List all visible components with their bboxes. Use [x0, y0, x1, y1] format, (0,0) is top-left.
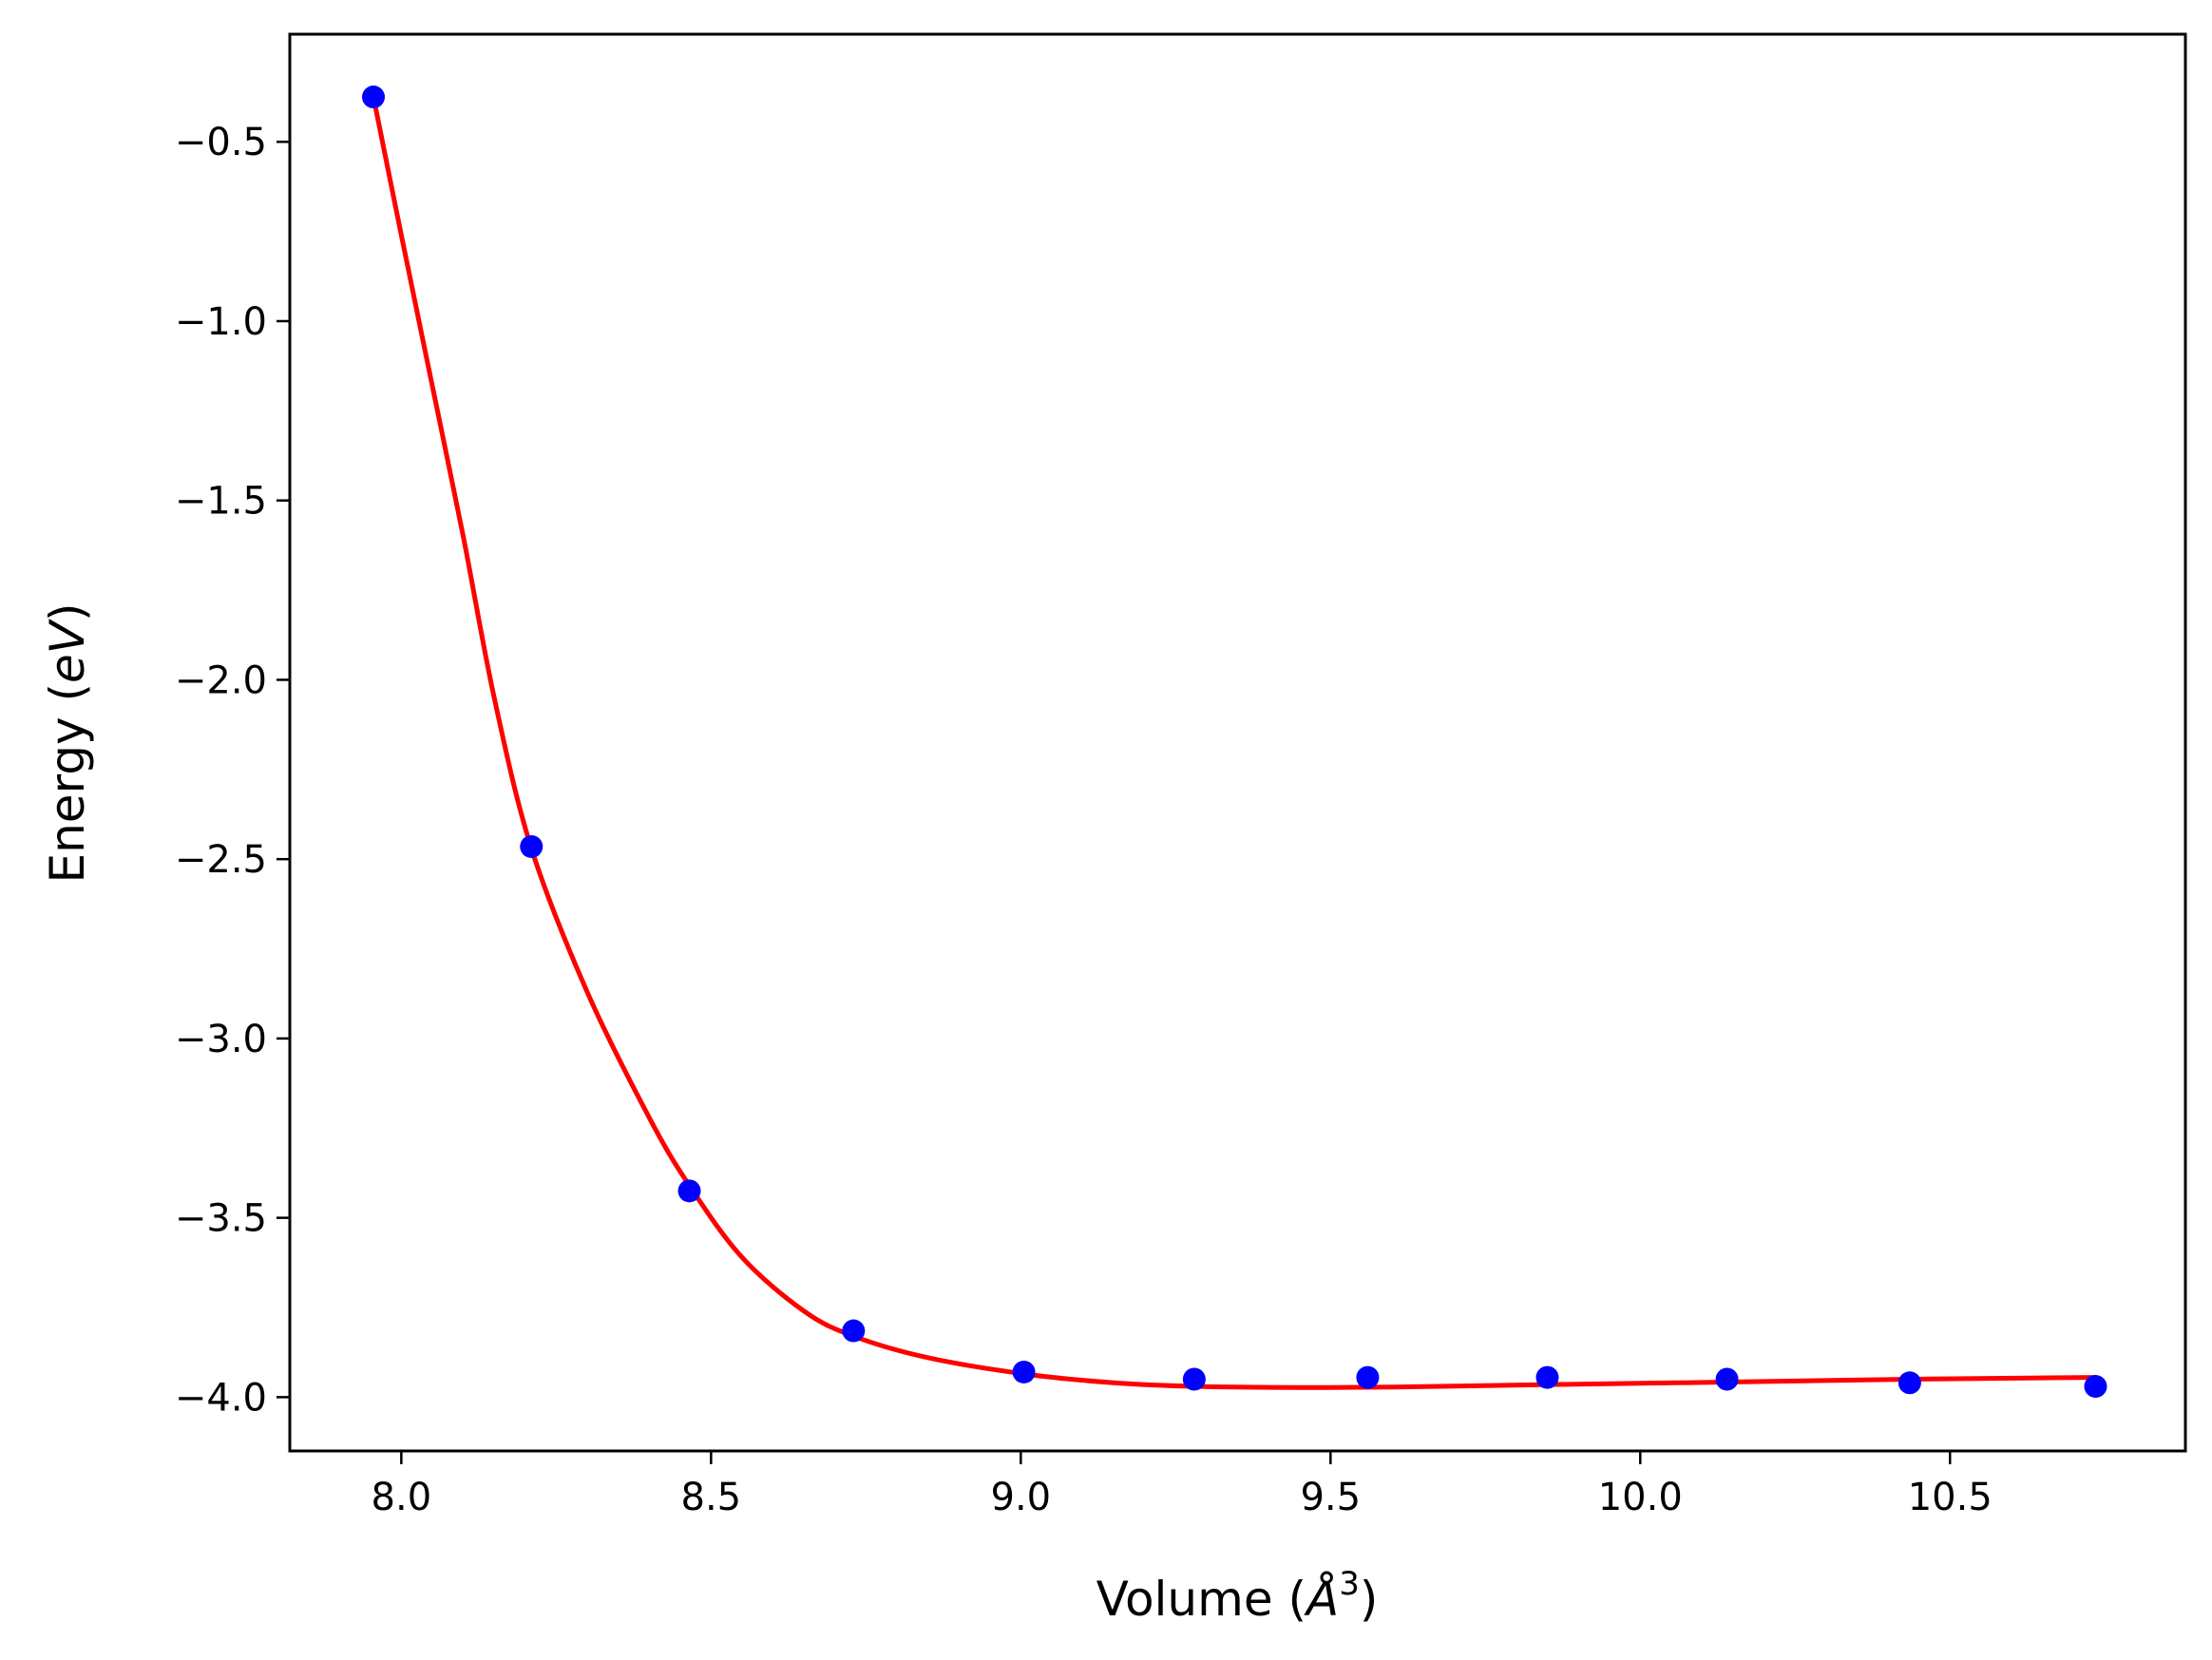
plot-area-frame — [288, 32, 2187, 1453]
data-point — [1535, 1365, 1559, 1389]
data-point — [1897, 1371, 1921, 1395]
y-axis-label-main: Energy ( — [40, 683, 95, 883]
x-axis-label-main: Volume ( — [1096, 1572, 1306, 1627]
y-tick-label: −4.0 — [175, 1376, 267, 1420]
y-tick-label: −3.0 — [175, 1018, 267, 1061]
y-tick-label: −0.5 — [175, 121, 267, 164]
data-point — [520, 834, 543, 858]
y-axis-label-close: ) — [40, 603, 95, 622]
y-axis-label-unit: eV — [40, 618, 95, 683]
data-point — [2084, 1375, 2107, 1399]
data-point — [362, 86, 386, 109]
y-tick-label: −2.5 — [175, 838, 267, 882]
y-axis-label: Energy (eV) — [40, 603, 95, 884]
x-tick-label: 10.5 — [1908, 1476, 1993, 1519]
x-tick-label: 9.0 — [991, 1476, 1052, 1519]
x-tick-label: 10.0 — [1598, 1476, 1683, 1519]
y-tick-label: −2.0 — [175, 658, 267, 702]
x-tick-label: 8.0 — [372, 1476, 432, 1519]
x-axis-label-unit: Å — [1304, 1572, 1339, 1627]
x-axis: 8.0 8.5 9.0 9.5 10.0 10.5 — [372, 1451, 1993, 1519]
x-axis-label: Volume (Å3) — [1096, 1565, 1379, 1627]
data-point — [677, 1179, 701, 1203]
x-tick-label: 8.5 — [681, 1476, 742, 1519]
data-point — [1012, 1360, 1036, 1383]
data-point — [1356, 1365, 1380, 1389]
data-points-layer — [362, 86, 2107, 1399]
x-tick-label: 9.5 — [1300, 1476, 1361, 1519]
fit-curve-layer — [371, 96, 2096, 1390]
data-point — [1182, 1367, 1206, 1391]
data-point — [842, 1319, 866, 1343]
y-tick-label: −3.5 — [175, 1197, 267, 1241]
y-axis: −0.5 −1.0 −1.5 −2.0 −2.5 −3.0 −3.5 −4.0 — [175, 121, 290, 1420]
x-axis-label-close: ) — [1360, 1572, 1379, 1627]
y-tick-label: −1.0 — [175, 300, 267, 344]
y-tick-label: −1.5 — [175, 480, 267, 524]
fit-curve — [371, 96, 2096, 1390]
x-axis-label-exponent: 3 — [1339, 1565, 1360, 1603]
data-point — [1715, 1367, 1739, 1391]
